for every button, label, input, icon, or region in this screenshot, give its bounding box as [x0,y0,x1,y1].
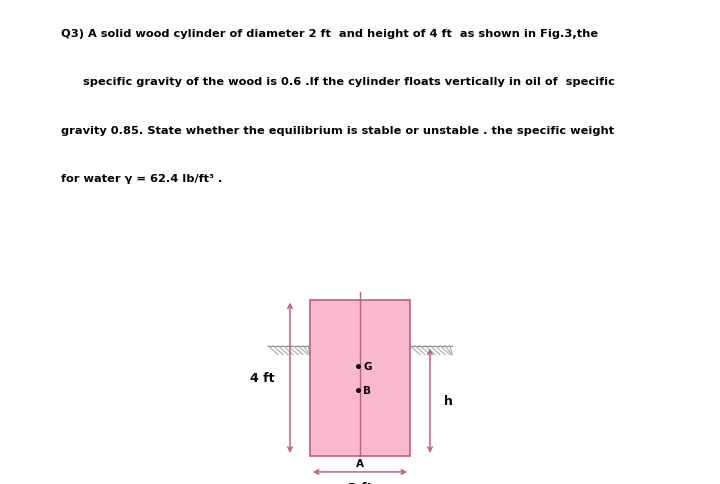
Text: G: G [363,361,372,371]
Text: 4 ft: 4 ft [250,372,274,384]
Text: Q3) A solid wood cylinder of diameter 2 ft  and height of 4 ft  as shown in Fig.: Q3) A solid wood cylinder of diameter 2 … [61,29,598,39]
Text: specific gravity of the wood is 0.6 .If the cylinder floats vertically in oil of: specific gravity of the wood is 0.6 .If … [83,77,615,87]
Text: for water γ = 62.4 lb/ft³ .: for water γ = 62.4 lb/ft³ . [61,174,222,184]
Text: h: h [444,394,453,408]
Text: gravity 0.85. State whether the equilibrium is stable or unstable . the specific: gravity 0.85. State whether the equilibr… [61,126,614,136]
Text: B: B [363,385,371,395]
Text: 2 ft: 2 ft [348,481,372,484]
Text: A: A [356,458,364,468]
Bar [310,300,410,456]
